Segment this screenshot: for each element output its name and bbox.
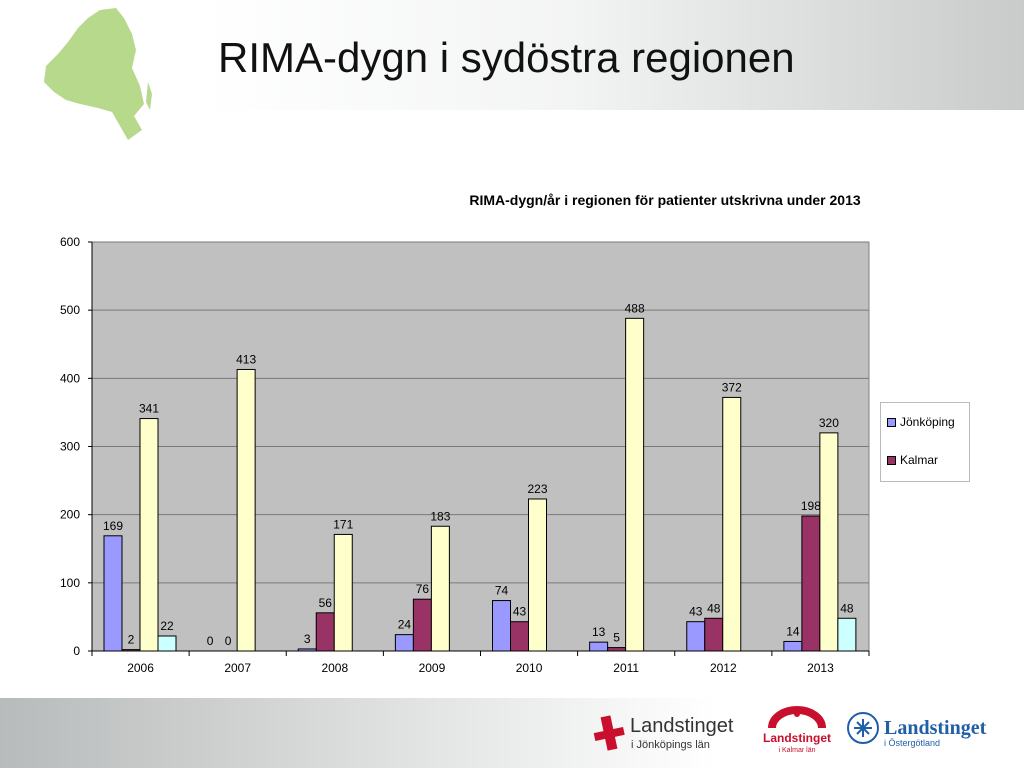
bar [528,498,547,652]
data-label: 183 [430,509,450,523]
bar [819,432,839,652]
landstinget-ostergotland-logo: Landstinget i Östergötland [847,712,987,748]
bar [492,600,511,652]
bar [236,368,256,652]
bar [103,535,123,652]
y-tick-label: 400 [60,371,80,385]
data-label: 198 [801,499,821,513]
y-tick-label: 300 [60,440,80,454]
footer-band [0,698,1024,768]
data-label: 171 [333,517,353,531]
x-tick-label: 2010 [516,661,543,675]
data-label: 0 [207,634,214,648]
bar [315,612,335,652]
y-tick-label: 600 [60,235,80,249]
data-label: 43 [513,605,527,619]
legend-item-jonkoping: Jönköping [887,415,955,429]
x-tick-label: 2007 [224,661,251,675]
x-tick-label: 2006 [127,661,154,675]
bar [333,533,353,652]
y-tick-label: 500 [60,303,80,317]
data-label: 74 [495,584,509,598]
bar [783,640,803,652]
data-label: 24 [398,618,412,632]
x-tick-label: 2009 [419,661,446,675]
data-label: 223 [527,482,547,496]
x-tick-label: 2013 [807,661,834,675]
bar [139,418,159,652]
y-tick-label: 200 [60,508,80,522]
legend-swatch-kalmar [887,455,896,465]
chart-title: RIMA-dygn/år i regionen för patienter ut… [469,192,861,208]
data-label: 22 [160,619,174,633]
bar [607,647,627,652]
data-label: 48 [840,601,854,615]
data-label: 0 [225,634,232,648]
bar [722,396,742,652]
y-tick-label: 100 [60,576,80,590]
bar [686,621,706,652]
bar [412,598,432,652]
logo-jonkoping-sub: i Jönköpings län [631,739,710,751]
data-label: 5 [613,631,620,645]
bar [589,641,609,652]
data-label: 56 [319,596,333,610]
data-label: 413 [236,352,256,366]
data-label: 48 [707,601,721,615]
legend-item-kalmar: Kalmar [887,453,938,467]
y-tick-label: 0 [73,644,80,658]
bar [297,648,317,652]
landstinget-jonkoping-logo: Landstinget i Jönköpings län [593,715,734,751]
data-label: 372 [722,380,742,394]
data-label: 169 [103,519,123,533]
bar [625,317,645,652]
bar [394,634,414,652]
legend-swatch-jonkoping [887,417,896,427]
data-label: 488 [625,301,645,315]
logo-jonkoping-name: Landstinget [630,715,734,737]
data-label: 76 [416,582,430,596]
logo-ostergotland-sub: i Östergötland [884,738,940,748]
header-band [200,0,1024,110]
logo-kalmar-sub: i Kalmar län [779,747,816,754]
data-label: 13 [592,625,606,639]
data-label: 43 [689,605,703,619]
bar [430,525,450,652]
x-tick-label: 2011 [613,661,639,675]
landstinget-kalmar-logo: Landstinget i Kalmar län [763,706,831,754]
data-label: 2 [128,633,135,647]
slide-title: RIMA-dygn i sydöstra regionen [218,34,795,81]
data-label: 341 [139,402,159,416]
logo-ostergotland-name: Landstinget [884,717,987,739]
chart-legend: Jönköping Kalmar [880,402,970,482]
data-label: 3 [304,632,311,646]
bar [510,621,529,652]
bar [801,515,821,652]
logo-kalmar-name: Landstinget [763,731,831,745]
bar [121,649,141,652]
legend-label-jonkoping: Jönköping [900,415,955,429]
region-map-icon [44,8,152,140]
data-label: 320 [819,416,839,430]
bar [704,617,724,652]
x-tick-label: 2012 [710,661,737,675]
legend-label-kalmar: Kalmar [900,453,939,467]
data-label: 14 [786,624,800,638]
bar [157,635,177,652]
x-tick-label: 2008 [321,661,348,675]
bar [837,617,857,652]
